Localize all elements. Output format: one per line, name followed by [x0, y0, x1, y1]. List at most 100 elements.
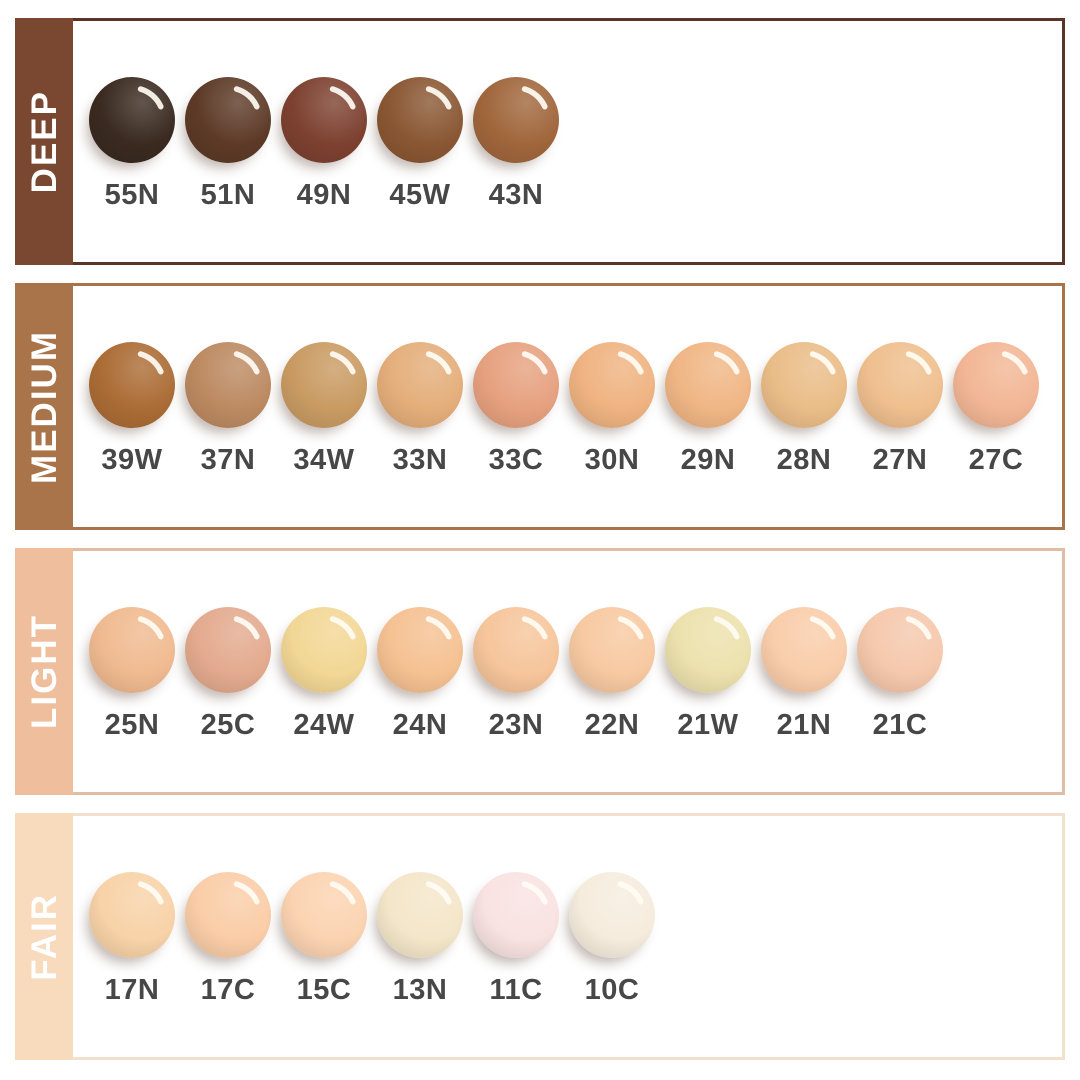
section-medium: MEDIUM 39W 37N 34W 33N 33C 30N 29N 28N 27N 27C	[15, 283, 1065, 530]
section-fair: FAIR 17N 17C 15C 13N 11C 10C	[15, 813, 1065, 1060]
swatch-28n: 28N	[761, 342, 847, 477]
swatch-11c: 11C	[473, 872, 559, 1007]
section-fair-sidebar: FAIR	[15, 813, 73, 1060]
swatch-27c: 27C	[953, 342, 1039, 477]
section-medium-sidebar: MEDIUM	[15, 283, 73, 530]
gloss-highlight-icon	[329, 616, 356, 640]
swatch-39w: 39W	[89, 342, 175, 477]
section-light-panel: 25N 25C 24W 24N 23N 22N 21W 21N 21C	[73, 548, 1065, 795]
swatch-circle	[377, 342, 463, 428]
swatch-label: 17N	[104, 974, 160, 1006]
swatch-label: 24N	[392, 709, 448, 741]
gloss-highlight-icon	[329, 351, 356, 375]
swatch-label: 43N	[488, 179, 544, 211]
swatch-circle	[89, 607, 175, 693]
section-deep: DEEP 55N 51N 49N 45W 43N	[15, 18, 1065, 265]
swatch-circle	[473, 342, 559, 428]
gloss-highlight-icon	[1001, 351, 1028, 375]
swatch-circle	[473, 607, 559, 693]
swatch-43n: 43N	[473, 77, 559, 212]
section-fair-label: FAIR	[24, 892, 64, 981]
swatch-label: 24W	[293, 709, 355, 741]
swatch-circle	[89, 342, 175, 428]
swatch-34w: 34W	[281, 342, 367, 477]
gloss-highlight-icon	[425, 86, 452, 110]
swatch-circle	[665, 607, 751, 693]
swatch-label: 21N	[776, 709, 832, 741]
swatch-24w: 24W	[281, 607, 367, 742]
gloss-highlight-icon	[233, 616, 260, 640]
swatch-label: 22N	[584, 709, 640, 741]
swatch-49n: 49N	[281, 77, 367, 212]
swatch-label: 30N	[584, 444, 640, 476]
swatch-21n: 21N	[761, 607, 847, 742]
swatch-label: 17C	[200, 974, 256, 1006]
swatch-13n: 13N	[377, 872, 463, 1007]
gloss-highlight-icon	[425, 351, 452, 375]
gloss-highlight-icon	[521, 881, 548, 905]
swatch-label: 25C	[200, 709, 256, 741]
gloss-highlight-icon	[425, 616, 452, 640]
swatch-label: 34W	[293, 444, 355, 476]
gloss-highlight-icon	[521, 86, 548, 110]
swatch-circle	[377, 872, 463, 958]
swatch-29n: 29N	[665, 342, 751, 477]
swatch-21w: 21W	[665, 607, 751, 742]
section-light-sidebar: LIGHT	[15, 548, 73, 795]
section-deep-sidebar: DEEP	[15, 18, 73, 265]
swatch-23n: 23N	[473, 607, 559, 742]
gloss-highlight-icon	[809, 616, 836, 640]
swatch-label: 10C	[584, 974, 640, 1006]
gloss-highlight-icon	[329, 881, 356, 905]
section-medium-label: MEDIUM	[24, 329, 64, 484]
swatch-15c: 15C	[281, 872, 367, 1007]
gloss-highlight-icon	[713, 351, 740, 375]
gloss-highlight-icon	[233, 881, 260, 905]
swatch-label: 49N	[296, 179, 352, 211]
gloss-highlight-icon	[137, 616, 164, 640]
swatch-circle	[281, 872, 367, 958]
swatch-circle	[473, 77, 559, 163]
swatch-22n: 22N	[569, 607, 655, 742]
gloss-highlight-icon	[905, 351, 932, 375]
gloss-highlight-icon	[617, 351, 644, 375]
swatch-label: 51N	[200, 179, 256, 211]
swatch-circle	[473, 872, 559, 958]
swatch-label: 28N	[776, 444, 832, 476]
gloss-highlight-icon	[137, 86, 164, 110]
swatch-circle	[761, 607, 847, 693]
swatch-27n: 27N	[857, 342, 943, 477]
gloss-highlight-icon	[809, 351, 836, 375]
gloss-highlight-icon	[617, 881, 644, 905]
swatch-label: 27C	[968, 444, 1024, 476]
swatch-circle	[857, 607, 943, 693]
gloss-highlight-icon	[329, 86, 356, 110]
swatch-21c: 21C	[857, 607, 943, 742]
swatch-30n: 30N	[569, 342, 655, 477]
swatch-label: 45W	[389, 179, 451, 211]
swatch-25c: 25C	[185, 607, 271, 742]
swatch-row: 25N 25C 24W 24N 23N 22N 21W 21N 21C	[73, 551, 1062, 742]
swatch-label: 33C	[488, 444, 544, 476]
swatch-label: 11C	[489, 974, 543, 1006]
swatch-circle	[89, 872, 175, 958]
swatch-55n: 55N	[89, 77, 175, 212]
swatch-label: 39W	[101, 444, 163, 476]
section-deep-label: DEEP	[24, 89, 64, 194]
swatch-row: 55N 51N 49N 45W 43N	[73, 21, 1062, 212]
swatch-37n: 37N	[185, 342, 271, 477]
swatch-circle	[665, 342, 751, 428]
swatch-24n: 24N	[377, 607, 463, 742]
swatch-circle	[281, 607, 367, 693]
swatch-label: 33N	[392, 444, 448, 476]
swatch-label: 21W	[677, 709, 739, 741]
swatch-label: 37N	[200, 444, 256, 476]
swatch-circle	[569, 872, 655, 958]
swatch-17n: 17N	[89, 872, 175, 1007]
section-light: LIGHT 25N 25C 24W 24N 23N 22N 21W 21N 21C	[15, 548, 1065, 795]
swatch-label: 29N	[680, 444, 736, 476]
swatch-25n: 25N	[89, 607, 175, 742]
gloss-highlight-icon	[137, 881, 164, 905]
swatch-label: 13N	[392, 974, 448, 1006]
swatch-label: 21C	[872, 709, 928, 741]
